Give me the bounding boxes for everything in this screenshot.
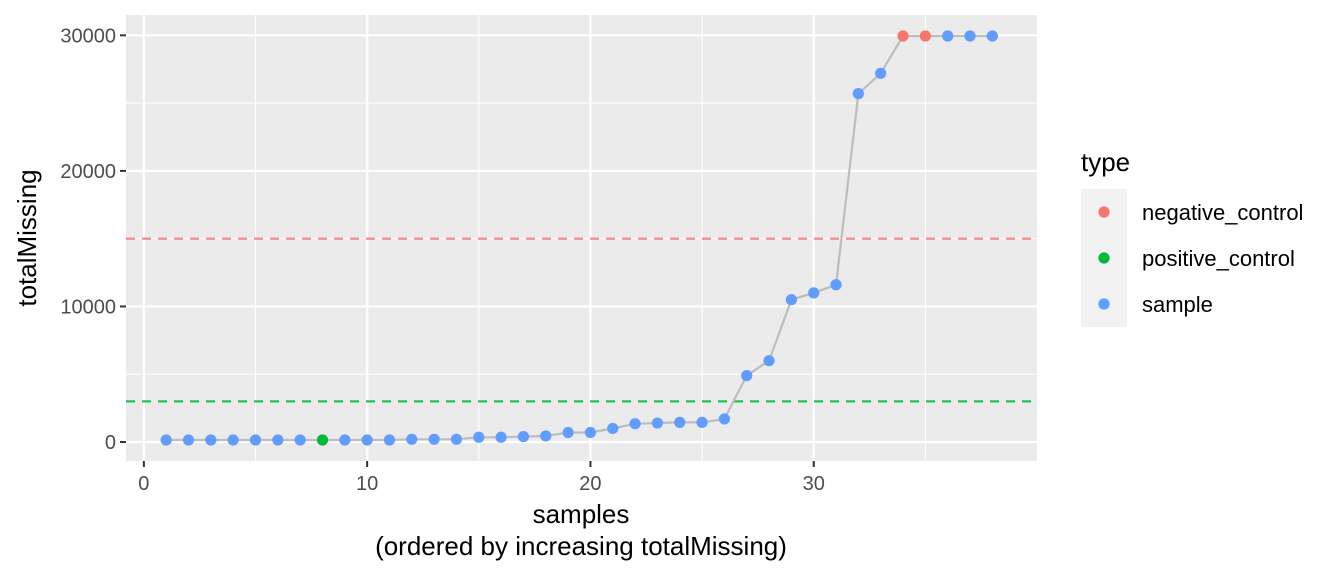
data-point-sample bbox=[852, 88, 864, 100]
y-tick-label: 0 bbox=[105, 432, 116, 454]
x-axis-title: samples bbox=[533, 499, 630, 529]
x-tick-label: 10 bbox=[356, 473, 378, 495]
data-point-sample bbox=[718, 413, 731, 425]
y-axis-title: totalMissing bbox=[12, 169, 42, 306]
data-point-sample bbox=[517, 430, 530, 443]
x-axis: 0 10 20 30 bbox=[138, 461, 825, 495]
data-point-sample bbox=[160, 434, 172, 446]
legend-key-positive_control bbox=[1098, 252, 1110, 264]
data-point-sample bbox=[339, 434, 351, 446]
data-point-sample bbox=[875, 67, 887, 79]
data-point-sample bbox=[227, 434, 239, 446]
legend-label-positive_control: positive_control bbox=[1142, 246, 1295, 271]
x-tick-label: 0 bbox=[138, 473, 149, 495]
legend-title: type bbox=[1081, 147, 1130, 177]
data-point-negative_control bbox=[897, 30, 909, 42]
data-point-sample bbox=[294, 434, 306, 446]
data-point-sample bbox=[808, 287, 820, 299]
data-point-sample bbox=[383, 434, 396, 446]
x-axis-subtitle: (ordered by increasing totalMissing) bbox=[375, 531, 787, 561]
data-point-sample bbox=[272, 434, 284, 446]
legend: type negative_control positive_controlsam… bbox=[1081, 147, 1303, 327]
data-point-sample bbox=[584, 426, 597, 439]
data-point-sample bbox=[607, 422, 619, 435]
data-point-sample bbox=[986, 30, 998, 42]
x-tick-label: 30 bbox=[803, 473, 825, 495]
data-point-sample bbox=[406, 433, 418, 445]
y-tick-label: 20000 bbox=[60, 161, 116, 183]
data-point-positive_control bbox=[316, 434, 329, 446]
data-point-sample bbox=[249, 434, 262, 446]
data-point-sample bbox=[205, 434, 217, 446]
data-point-sample bbox=[763, 355, 775, 367]
data-point-sample bbox=[696, 416, 708, 428]
data-point-sample bbox=[540, 430, 552, 442]
data-point-sample bbox=[361, 434, 373, 446]
data-point-sample bbox=[562, 426, 574, 439]
legend-key-negative_control bbox=[1098, 206, 1110, 218]
data-point-sample bbox=[629, 418, 641, 430]
x-tick-label: 20 bbox=[579, 473, 601, 495]
legend-key-sample bbox=[1098, 298, 1110, 310]
data-point-sample bbox=[495, 431, 507, 443]
y-tick-label: 30000 bbox=[60, 25, 116, 47]
data-point-sample bbox=[674, 416, 686, 428]
data-point-sample bbox=[942, 30, 954, 42]
legend-label-sample: sample bbox=[1142, 292, 1213, 317]
data-point-negative_control bbox=[919, 30, 931, 42]
plot-panel bbox=[126, 15, 1037, 461]
data-point-sample bbox=[428, 433, 440, 445]
data-point-sample bbox=[830, 279, 842, 291]
y-axis: 0 10000 20000 30000 bbox=[60, 25, 126, 454]
y-tick-label: 10000 bbox=[60, 296, 116, 318]
data-point-sample bbox=[785, 294, 797, 306]
data-point-sample bbox=[741, 369, 753, 382]
data-point-sample bbox=[473, 431, 485, 443]
data-point-sample bbox=[964, 30, 976, 42]
data-point-sample bbox=[182, 434, 195, 446]
legend-label-negative_control: negative_control bbox=[1142, 200, 1303, 225]
data-point-sample bbox=[450, 433, 463, 445]
data-point-sample bbox=[651, 417, 664, 429]
